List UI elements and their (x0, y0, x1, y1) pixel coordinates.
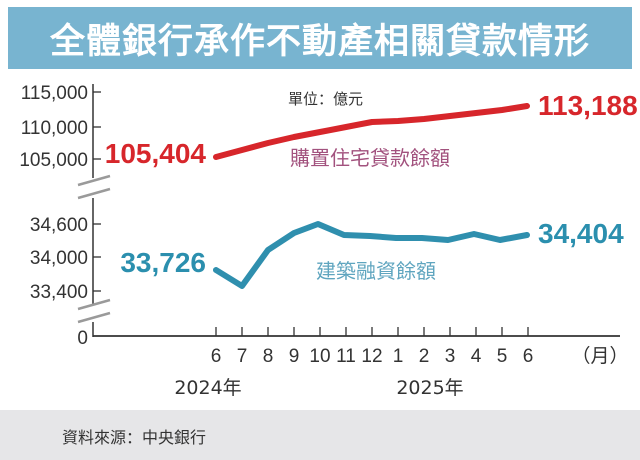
construction-series-label: 建築融資餘額 (316, 259, 436, 283)
y-tick-33400: 33,400 (30, 282, 88, 303)
unit-label: 單位：億元 (288, 90, 363, 108)
x-tick-label: 5 (497, 346, 508, 367)
x-tick-label: 12 (361, 346, 382, 367)
construction-start-value: 33,726 (120, 247, 206, 278)
line-chart: 115,000 110,000 105,000 34,600 34,000 33… (19, 83, 638, 399)
axis-break-upper (77, 174, 111, 200)
year-label-2025: 2025年 (396, 377, 463, 399)
chart-title-bar: 全體銀行承作不動產相關貸款情形 (8, 7, 632, 69)
y-tick-34000: 34,000 (30, 248, 88, 269)
year-label-2024: 2024年 (174, 377, 241, 399)
x-tick-label: 3 (445, 346, 456, 367)
construction-loan-line (213, 221, 530, 289)
chart-title: 全體銀行承作不動產相關貸款情形 (49, 21, 590, 62)
x-tick-labels: 6 7 8 9 10 11 12 1 2 3 4 5 6 (211, 346, 534, 367)
x-tick-label: 1 (393, 346, 404, 367)
x-tick-label: 4 (471, 346, 482, 367)
construction-end-value: 34,404 (538, 218, 624, 249)
x-axis-unit: （月） (571, 345, 628, 367)
housing-start-value: 105,404 (105, 138, 207, 169)
housing-loan-line (213, 103, 530, 160)
y-tick-115000: 115,000 (21, 83, 88, 104)
y-tick-110000: 110,000 (21, 118, 88, 139)
source-footer: 資料來源：中央銀行 (0, 410, 640, 460)
y-tick-34600: 34,600 (30, 215, 88, 236)
x-tick-label: 10 (309, 346, 330, 367)
housing-series-label: 購置住宅貸款餘額 (290, 146, 450, 170)
x-tick-label: 6 (211, 346, 222, 367)
y-tick-105000: 105,000 (19, 150, 88, 171)
x-tick-label: 8 (263, 346, 274, 367)
x-tick-label: 9 (289, 346, 300, 367)
x-ticks (215, 327, 529, 336)
y-ticks (93, 91, 101, 292)
x-tick-label: 11 (336, 346, 356, 367)
housing-end-value: 113,188 (538, 90, 638, 121)
axis-break-lower (77, 298, 111, 324)
y-tick-0: 0 (77, 328, 88, 349)
x-tick-label: 7 (237, 346, 248, 367)
x-tick-label: 2 (419, 346, 430, 367)
source-text: 資料來源：中央銀行 (62, 428, 207, 447)
x-tick-label: 6 (523, 346, 534, 367)
